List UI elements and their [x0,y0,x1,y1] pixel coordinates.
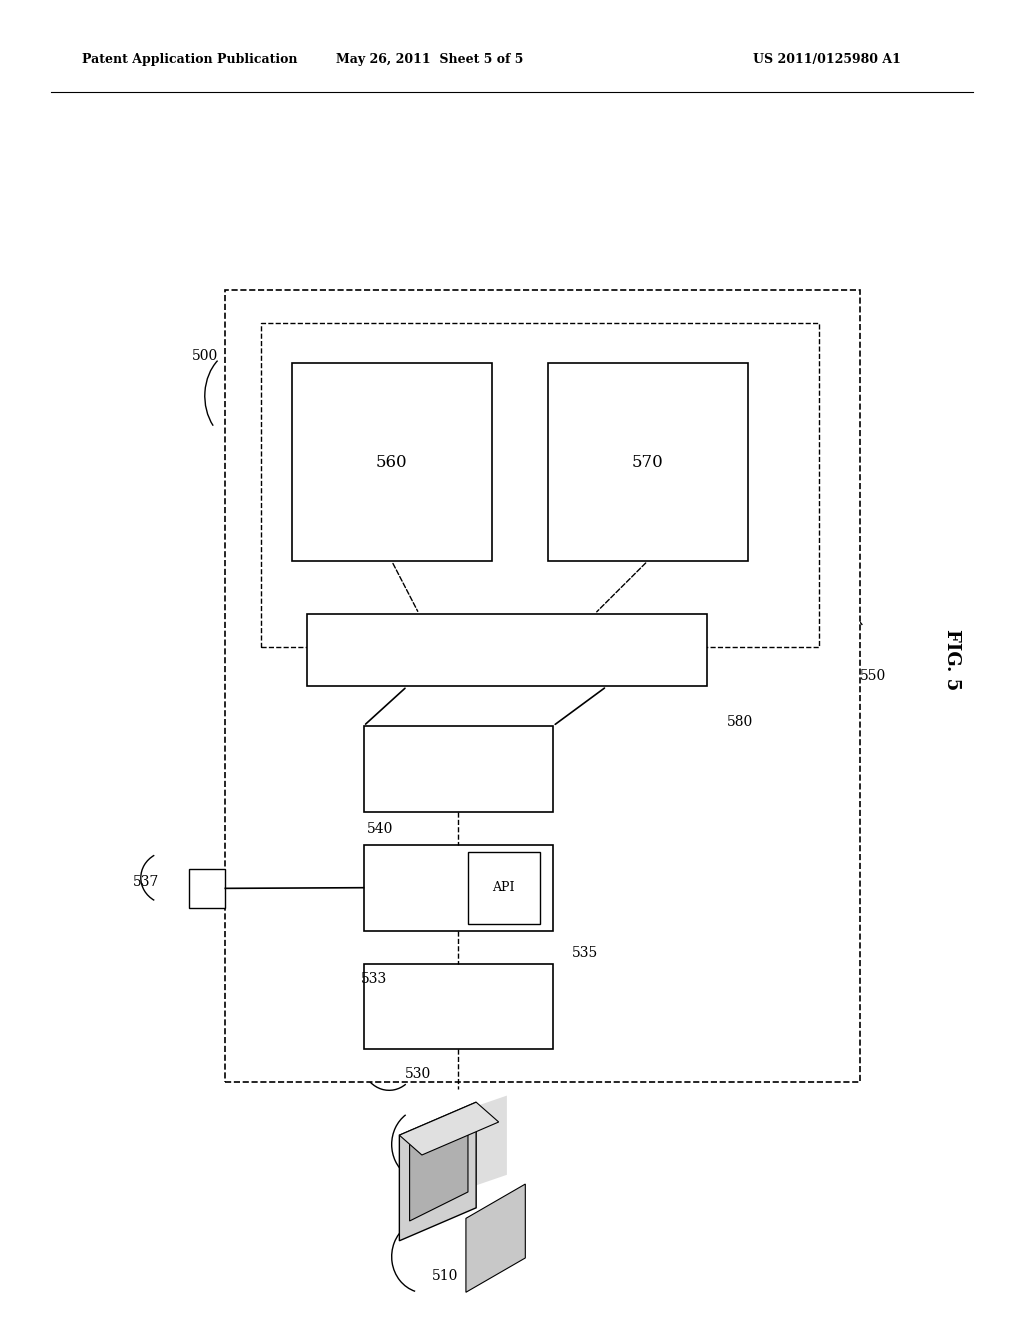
Text: 570: 570 [632,454,664,470]
Bar [189,869,225,908]
Bar [225,290,860,1082]
Text: 580: 580 [727,715,754,729]
Text: Patent Application Publication: Patent Application Publication [82,53,297,66]
Bar [307,614,707,686]
Text: API: API [493,882,515,894]
Text: US 2011/0125980 A1: US 2011/0125980 A1 [754,53,901,66]
Bar [468,851,540,924]
Bar [364,964,553,1049]
Polygon shape [399,1102,499,1155]
Text: 560: 560 [376,454,408,470]
Text: 537: 537 [133,875,160,888]
Text: FIG. 5: FIG. 5 [943,630,962,690]
Text: 550: 550 [860,669,887,682]
Text: 520: 520 [440,1144,467,1158]
Bar [364,845,553,931]
Text: May 26, 2011  Sheet 5 of 5: May 26, 2011 Sheet 5 of 5 [337,53,523,66]
Bar [292,363,492,561]
Bar [548,363,748,561]
Bar [261,323,819,647]
Polygon shape [399,1102,476,1241]
Polygon shape [430,1096,507,1201]
Text: 510: 510 [432,1270,459,1283]
Text: 500: 500 [191,350,218,363]
Text: 530: 530 [404,1068,431,1081]
Polygon shape [466,1184,525,1292]
Text: 535: 535 [571,946,598,960]
Text: 533: 533 [360,973,387,986]
Text: 540: 540 [367,822,393,836]
Bar [364,726,553,812]
Polygon shape [410,1115,468,1221]
